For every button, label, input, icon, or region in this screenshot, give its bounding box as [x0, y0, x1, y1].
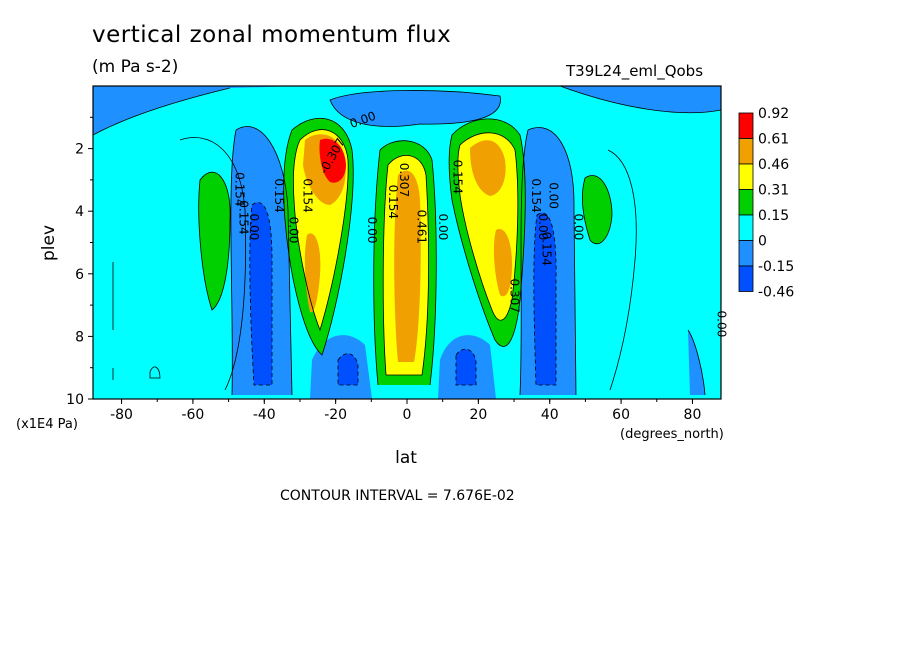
contour-label: 0.154	[272, 178, 286, 212]
contour-label: 0.00	[365, 217, 379, 244]
band-top-right	[560, 86, 721, 113]
x-tick-label: -40	[253, 407, 276, 423]
contour-fill	[93, 86, 721, 399]
colorbar-label: 0.31	[758, 183, 789, 199]
colorbar-label: -0.15	[758, 259, 794, 275]
x-tick-label: 40	[541, 407, 559, 423]
colorbar: 0.92 0.61 0.46 0.31 0.15 0 -0.15 -0.46	[738, 106, 794, 301]
contour-label: 0.154	[540, 232, 554, 266]
contour-label: 0.00	[436, 213, 450, 240]
y-tick-label: 4	[75, 204, 84, 220]
contour-label: 0.307	[507, 279, 521, 313]
x-tick-label: -80	[110, 407, 133, 423]
wisp-right	[688, 330, 705, 395]
x-axis: -80 -60 -40 -20 0 20 40 60 80	[110, 399, 701, 423]
colorbar-label: 0.15	[758, 208, 789, 224]
contour-label: 0.461	[415, 210, 429, 244]
lobe-right-side	[582, 175, 612, 244]
x-tick-label: -60	[181, 407, 204, 423]
y-axis: 2 4 6 8 10	[66, 116, 93, 408]
lobe-left-side	[198, 172, 231, 310]
contour-lines	[93, 86, 721, 396]
contour-label: 0.154	[450, 160, 464, 194]
run-id: T39L24_eml_Qobs	[566, 62, 704, 80]
y-axis-label: plev	[39, 225, 59, 261]
x-tick-label: 60	[612, 407, 630, 423]
colorbar-swatch	[738, 163, 754, 190]
trough-right-core	[533, 212, 557, 385]
colorbar-label: 0	[758, 234, 767, 250]
band-top-center	[330, 90, 501, 127]
colorbar-label: -0.46	[758, 285, 794, 301]
lobe-left-red	[319, 138, 346, 183]
contour-label: 0.00	[286, 217, 300, 244]
contour-label: 0.00	[247, 213, 261, 240]
x-tick-label: 20	[469, 407, 487, 423]
contour-label: 0.154	[233, 172, 247, 206]
contour-label: 0.154	[301, 178, 315, 212]
colorbar-swatch	[738, 112, 754, 139]
contour-label: 0.154	[529, 178, 543, 212]
lobe-right-orange	[470, 140, 506, 196]
pocket-right-core	[456, 349, 476, 385]
chart-title: vertical zonal momentum flux	[92, 22, 452, 48]
x-axis-label: lat	[395, 448, 417, 468]
colorbar-swatch	[738, 189, 754, 216]
chart-units: (m Pa s-2)	[92, 57, 179, 77]
band-top-left	[93, 86, 300, 135]
colorbar-label: 0.46	[758, 157, 789, 173]
contour-label: 0.307	[397, 163, 411, 197]
pocket-left-core	[338, 353, 358, 385]
contour-label: 0.154	[236, 200, 250, 234]
x-axis-unit: (degrees_north)	[620, 427, 724, 442]
lobe-right-orange-low	[493, 229, 512, 297]
colorbar-swatch	[738, 214, 754, 241]
x-tick-label: 0	[403, 407, 412, 423]
y-axis-unit: (x1E4 Pa)	[16, 417, 78, 432]
colorbar-swatch	[738, 240, 754, 267]
colorbar-label: 0.92	[758, 106, 789, 122]
colorbar-swatch	[738, 265, 754, 292]
x-tick-label: 80	[684, 407, 702, 423]
y-tick-label: 8	[75, 329, 84, 345]
contour-label: 0.154	[386, 185, 400, 219]
y-tick-label: 6	[75, 267, 84, 283]
negative-contours	[249, 202, 557, 386]
trough-left-core	[249, 202, 272, 385]
contour-interval: CONTOUR INTERVAL = 7.676E-02	[280, 488, 515, 504]
contour-label: 0.00	[536, 213, 550, 240]
y-tick-label: 10	[66, 392, 84, 408]
contour-label: 0.00	[547, 182, 561, 209]
colorbar-label: 0.61	[758, 132, 789, 148]
colorbar-swatch	[738, 138, 754, 165]
x-tick-label: -20	[324, 407, 347, 423]
y-tick-label: 2	[75, 142, 84, 158]
lobe-center-orange	[394, 170, 421, 362]
contour-label: 0.00	[572, 213, 586, 240]
